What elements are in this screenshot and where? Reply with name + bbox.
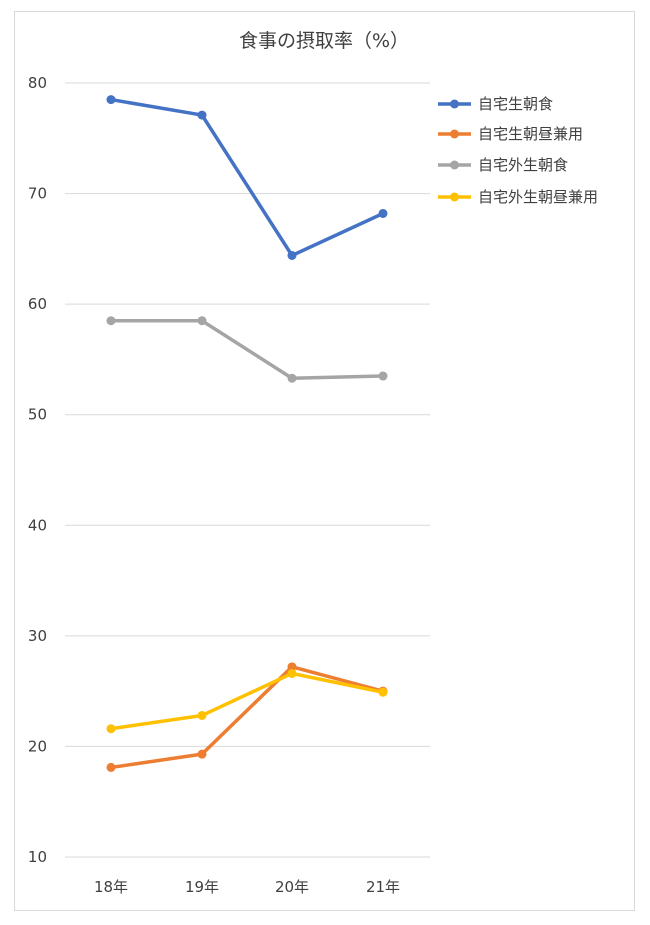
data-point: [197, 749, 207, 759]
legend-label: 自宅外生朝食: [478, 156, 568, 174]
data-point: [287, 373, 297, 383]
data-point: [106, 762, 116, 772]
y-tick-label: 40: [28, 516, 47, 534]
series-lines: [106, 95, 388, 772]
series-1: [106, 95, 388, 260]
data-point: [197, 710, 207, 720]
legend-swatch-marker: [450, 192, 459, 202]
x-tick-label: 18年: [94, 878, 128, 896]
legend-label: 自宅外生朝昼兼用: [478, 188, 598, 206]
data-point: [378, 371, 388, 381]
series-3: [106, 316, 388, 383]
data-point: [197, 110, 207, 120]
y-axis-ticks: 10 20 30 40 50 60 70 80: [28, 74, 47, 866]
legend-swatch-marker: [450, 160, 459, 170]
legend-swatch-marker: [450, 99, 459, 109]
series-line: [109, 97, 385, 258]
x-tick-label: 20年: [275, 878, 309, 896]
y-tick-label: 20: [28, 737, 47, 755]
legend-item: 自宅生朝食: [438, 95, 553, 113]
y-tick-label: 70: [28, 185, 47, 203]
data-point: [287, 250, 297, 260]
legend-label: 自宅生朝昼兼用: [478, 125, 583, 143]
data-point: [106, 95, 116, 105]
legend-swatch-marker: [450, 129, 459, 139]
data-point: [287, 668, 297, 678]
legend-item: 自宅生朝昼兼用: [438, 125, 583, 143]
series-2: [106, 662, 388, 772]
data-point: [106, 316, 116, 326]
x-tick-label: 19年: [185, 878, 219, 896]
legend-label: 自宅生朝食: [478, 95, 553, 113]
data-point: [378, 208, 388, 218]
series-line: [109, 318, 385, 380]
y-tick-label: 60: [28, 295, 47, 313]
series-4: [106, 668, 388, 734]
x-tick-label: 21年: [366, 878, 400, 896]
gridlines: [65, 82, 430, 858]
y-tick-label: 10: [28, 848, 47, 866]
series-line: [109, 665, 385, 770]
x-axis-ticks: 18年 19年 20年 21年: [94, 878, 400, 896]
data-point: [197, 316, 207, 326]
data-point: [106, 724, 116, 734]
data-point: [378, 687, 388, 697]
y-tick-label: 50: [28, 406, 47, 424]
y-tick-label: 80: [28, 74, 47, 92]
data-point: [287, 662, 297, 672]
legend-item: 自宅外生朝食: [438, 156, 568, 174]
legend-item: 自宅外生朝昼兼用: [438, 188, 598, 206]
chart-frame: [14, 11, 635, 911]
y-tick-label: 30: [28, 627, 47, 645]
series-line: [109, 671, 385, 731]
chart-title: 食事の摂取率（%）: [239, 30, 409, 52]
